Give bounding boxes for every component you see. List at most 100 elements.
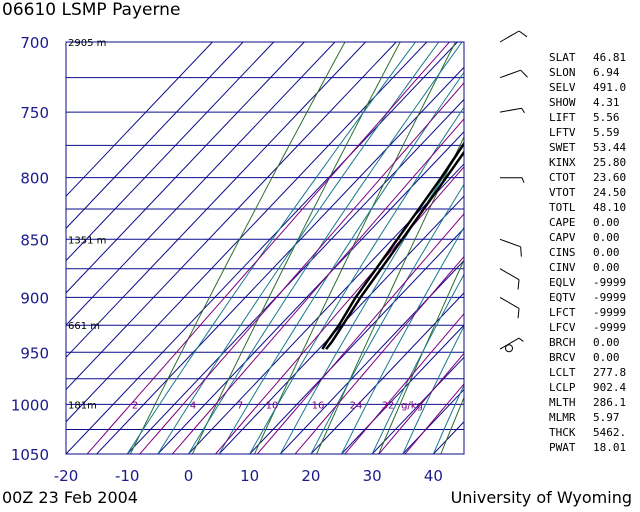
dry-adiabat [254,42,456,454]
pressure-tick-label: 1050 [11,446,49,464]
index-value: 24.50 [593,186,627,199]
index-value: 0.00 [593,216,620,229]
wind-barb [499,296,520,319]
index-value: 491.0 [593,81,627,94]
isotherm-line [66,42,366,359]
index-row: LCLP 902.4 [549,380,626,395]
index-value: -9999 [593,276,627,289]
index-row: KINX 25.80 [549,155,626,170]
index-name: LIFT [549,111,576,124]
index-name: SHOW [549,96,576,109]
index-name: CAPV [549,231,576,244]
index-row: CAPE 0.00 [549,215,626,230]
mixing-ratio-line [86,42,450,454]
dry-adiabat [191,42,401,454]
index-row: LIFT 5.56 [549,110,626,125]
moist-adiabat [432,384,464,454]
moist-adiabat [126,42,416,454]
moist-adiabat [341,226,464,454]
index-value: 18.01 [593,441,627,454]
index-value: 0.00 [593,351,620,364]
isotherm-line [218,195,464,454]
index-row: CINV 0.00 [549,260,626,275]
isotherm-line [66,42,275,262]
wind-barb [499,69,528,79]
mixing-ratio-line [139,82,464,454]
index-name: BRCH [549,336,576,349]
temperature-tick-label: 10 [240,467,259,485]
index-name: EQTV [549,291,576,304]
isotherm-line [188,163,464,454]
index-name: SLON [549,66,576,79]
index-value: -9999 [593,321,627,334]
moist-adiabat [249,106,464,454]
pressure-tick-label: 900 [20,289,49,307]
temperature-tick-label: 20 [301,467,320,485]
index-row: EQTV -9999 [549,290,626,305]
index-value: 902.4 [593,381,627,394]
wind-barb [499,30,528,43]
index-name: SELV [549,81,576,94]
dry-adiabat [378,258,464,454]
index-row: PWAT 18.01 [549,440,626,455]
indices-table: SLAT 46.81 SLON 6.94 SELV 491.0 SHOW 4.31 LIFT 5.… [549,50,626,455]
isotherm-line [341,324,464,454]
mixing-ratio-label: 7 [237,400,243,411]
mixing-ratio-line [378,352,464,454]
chart-title: 06610 LSMP Payerne [2,0,181,20]
index-row: CTOT 23.60 [549,170,626,185]
mixing-ratio-label: 24 [350,400,363,411]
dry-adiabat [627,42,640,454]
index-row: VTOT 24.50 [549,185,626,200]
temperature-tick-label: -20 [54,467,79,485]
moist-adiabat [371,273,464,454]
index-row: TOTL 48.10 [549,200,626,215]
height-label: 661 m [68,321,100,332]
isotherm-line [66,42,428,423]
mixing-ratio-label: 4 [190,400,196,411]
index-value: 5462. [593,426,627,439]
footer-source: University of Wyoming [450,488,632,507]
index-value: 46.81 [593,51,627,64]
index-name: CINV [549,261,576,274]
mixing-ratio-line [344,312,464,454]
index-value: 5.59 [593,126,620,139]
index-name: CAPE [549,216,576,229]
index-row: SHOW 4.31 [549,95,626,110]
index-row: LFTV 5.59 [549,125,626,140]
mixing-ratio-line [294,255,464,454]
mixing-ratio-label: 32 [382,400,395,411]
index-value: 0.00 [593,336,620,349]
isotherm-line [66,42,397,391]
index-name: MLTH [549,396,576,409]
index-value: 277.8 [593,366,627,379]
index-name: CTOT [549,171,576,184]
wind-barb [499,337,524,350]
dry-adiabat [316,135,464,454]
mixing-ratio-label: 16 [312,400,325,411]
index-row: SLON 6.94 [549,65,626,80]
index-name: TOTL [549,201,576,214]
index-row: MLMR 5.97 [549,410,626,425]
index-row: THCK 5462. [549,425,626,440]
isotherm-line [66,42,458,454]
isotherm-line [66,42,336,326]
footer-datetime: 00Z 23 Feb 2004 [2,488,138,507]
index-name: LCLP [549,381,576,394]
index-value: 0.00 [593,246,620,259]
isotherm-line [249,227,464,454]
wind-barb [499,107,525,114]
index-name: PWAT [549,441,576,454]
index-name: THCK [549,426,576,439]
temperature-tick-label: 30 [363,467,382,485]
index-row: BRCH 0.00 [549,335,626,350]
dry-adiabat [129,42,346,454]
index-name: MLMR [549,411,576,424]
pressure-tick-label: 700 [20,34,49,52]
index-name: SLAT [549,51,576,64]
index-value: 53.44 [593,141,627,154]
index-name: LFCV [549,321,576,334]
index-row: LFCV -9999 [549,320,626,335]
index-value: 6.94 [593,66,620,79]
